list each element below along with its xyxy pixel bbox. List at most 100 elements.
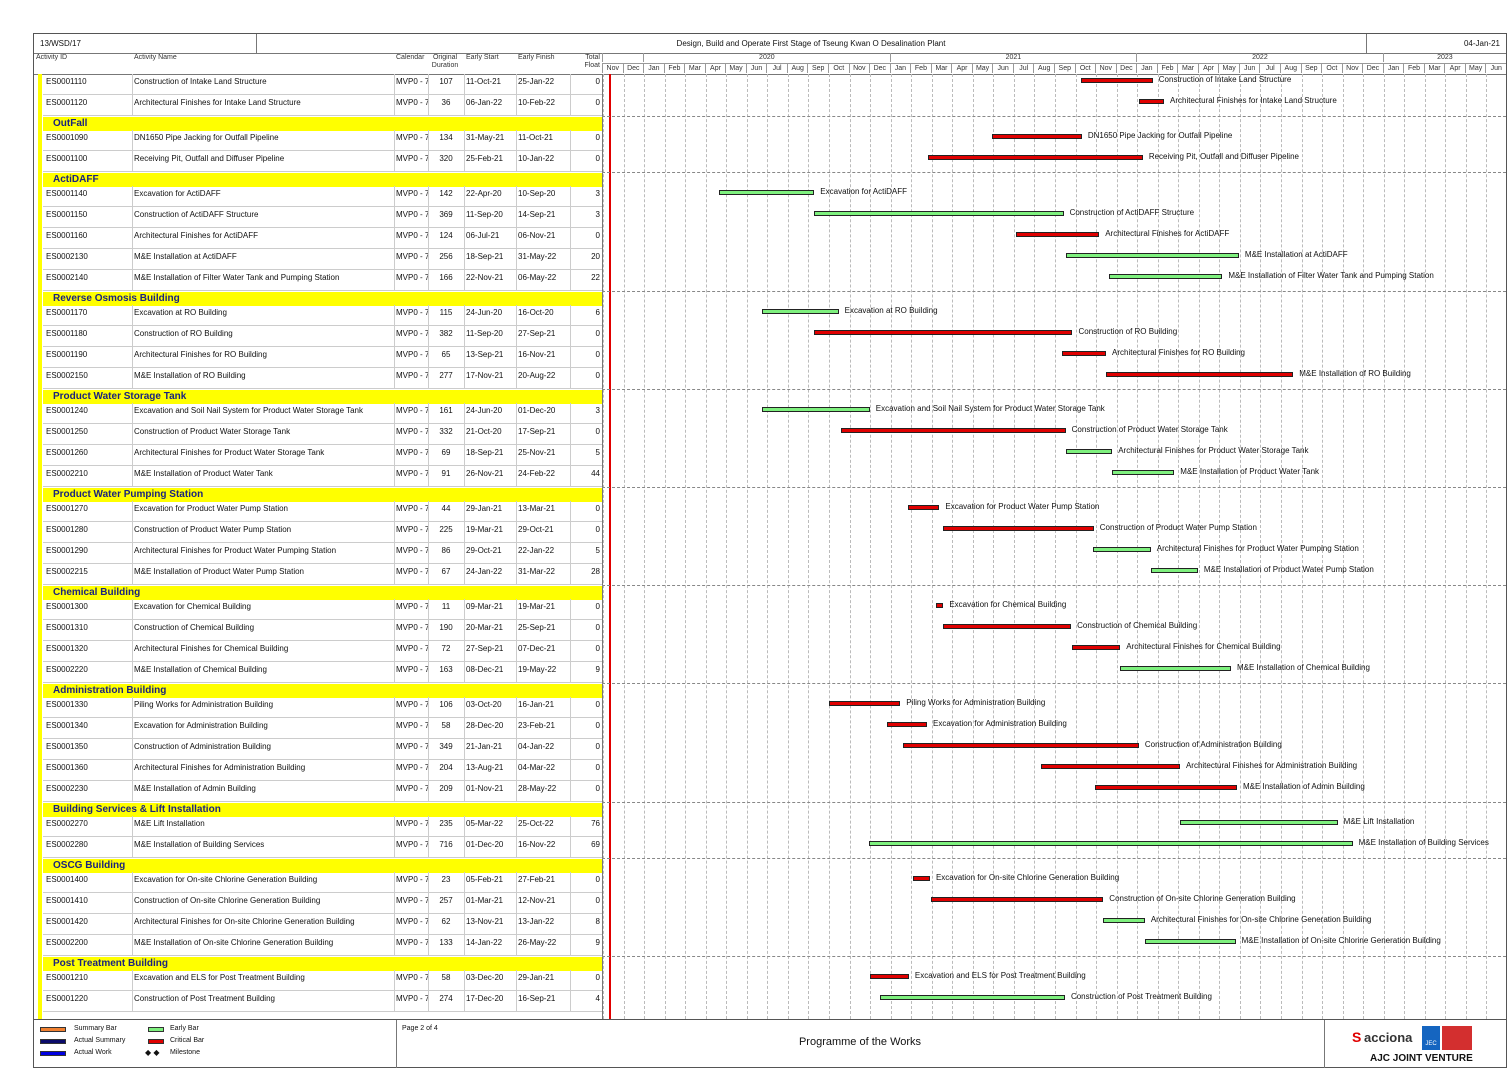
bar-label: Excavation at RO Building bbox=[844, 306, 938, 315]
cell-divider bbox=[132, 249, 133, 270]
critical-bar[interactable] bbox=[1062, 351, 1107, 356]
cell-divider bbox=[132, 543, 133, 564]
early-bar[interactable] bbox=[761, 309, 839, 314]
month-label: Oct bbox=[1074, 63, 1096, 73]
activity-finish: 04-Mar-22 bbox=[518, 763, 555, 772]
cell-divider bbox=[132, 641, 133, 662]
early-bar[interactable] bbox=[1093, 547, 1151, 552]
early-bar[interactable] bbox=[869, 841, 1353, 846]
critical-bar[interactable] bbox=[991, 134, 1082, 139]
cell-divider bbox=[516, 249, 517, 270]
activity-id: ES0001110 bbox=[46, 77, 87, 86]
cell-divider bbox=[132, 186, 133, 207]
cell-divider bbox=[132, 228, 133, 249]
cell-divider bbox=[570, 970, 571, 991]
critical-bar[interactable] bbox=[943, 624, 1072, 629]
cell-divider bbox=[570, 270, 571, 291]
cell-divider bbox=[464, 186, 465, 207]
row-separator bbox=[43, 269, 602, 270]
early-bar[interactable] bbox=[1179, 820, 1338, 825]
activity-name: M&E Installation of Filter Water Tank an… bbox=[134, 273, 340, 282]
critical-bar[interactable] bbox=[927, 155, 1143, 160]
row-separator bbox=[43, 780, 602, 781]
critical-bar[interactable] bbox=[841, 428, 1066, 433]
critical-bar[interactable] bbox=[1139, 99, 1164, 104]
row-separator bbox=[43, 563, 602, 564]
cell-divider bbox=[132, 935, 133, 956]
cell-divider bbox=[570, 403, 571, 424]
row-separator bbox=[43, 640, 602, 641]
month-label: Dec bbox=[622, 63, 644, 73]
month-gridline bbox=[685, 74, 687, 1019]
early-bar[interactable] bbox=[761, 407, 870, 412]
row-separator bbox=[43, 227, 602, 228]
critical-bar[interactable] bbox=[913, 876, 930, 881]
wbs-group-band: Administration Building bbox=[43, 684, 602, 698]
activity-name: Construction of Product Water Storage Ta… bbox=[134, 427, 291, 436]
cell-divider bbox=[132, 599, 133, 620]
activity-finish: 26-May-22 bbox=[518, 938, 557, 947]
bar-label: M&E Installation of Product Water Tank bbox=[1180, 467, 1320, 476]
early-bar[interactable] bbox=[1109, 274, 1223, 279]
critical-bar[interactable] bbox=[908, 505, 940, 510]
col-calendar: Calendar bbox=[396, 54, 425, 61]
bar-label: Excavation for Product Water Pump Statio… bbox=[945, 502, 1100, 511]
cell-divider bbox=[516, 228, 517, 249]
early-bar[interactable] bbox=[1144, 939, 1236, 944]
activity-float: 0 bbox=[595, 77, 600, 86]
bar-label: Construction of On-site Chlorine Generat… bbox=[1109, 894, 1296, 903]
critical-bar[interactable] bbox=[886, 722, 927, 727]
early-bar[interactable] bbox=[1065, 253, 1239, 258]
critical-bar[interactable] bbox=[1016, 232, 1100, 237]
activity-start: 13-Aug-21 bbox=[466, 763, 504, 772]
critical-bar[interactable] bbox=[870, 974, 909, 979]
month-label: Aug bbox=[1280, 63, 1301, 73]
critical-bar[interactable] bbox=[1041, 764, 1180, 769]
early-bar[interactable] bbox=[1112, 470, 1175, 475]
month-gridline bbox=[1363, 74, 1365, 1019]
critical-bar[interactable] bbox=[1095, 785, 1237, 790]
critical-bar[interactable] bbox=[930, 897, 1104, 902]
early-bar[interactable] bbox=[879, 995, 1065, 1000]
cell-divider bbox=[516, 347, 517, 368]
cell-divider bbox=[516, 501, 517, 522]
footer-title: Programme of the Works bbox=[798, 1036, 922, 1048]
cell-divider bbox=[516, 270, 517, 291]
early-bar[interactable] bbox=[814, 211, 1064, 216]
row-separator bbox=[43, 738, 602, 739]
activity-id: ES0001100 bbox=[46, 154, 88, 163]
cell-divider bbox=[428, 718, 429, 739]
activity-name: Architectural Finishes for Intake Land S… bbox=[134, 98, 301, 107]
wbs-group-band: Product Water Pumping Station bbox=[43, 488, 602, 502]
early-bar[interactable] bbox=[1065, 449, 1113, 454]
cell-divider bbox=[464, 326, 465, 347]
critical-bar[interactable] bbox=[1106, 372, 1294, 377]
activity-duration: 235 bbox=[439, 819, 453, 828]
critical-bar[interactable] bbox=[902, 743, 1139, 748]
early-bar[interactable] bbox=[719, 190, 815, 195]
activity-rows: ES0001110 Construction of Intake Land Str… bbox=[34, 74, 1506, 1019]
early-bar[interactable] bbox=[1103, 918, 1145, 923]
critical-bar[interactable] bbox=[942, 526, 1094, 531]
critical-bar[interactable] bbox=[936, 603, 944, 608]
activity-calendar: MVP0 - 7 bbox=[396, 784, 430, 793]
row-separator bbox=[43, 521, 602, 522]
wbs-group-band: Reverse Osmosis Building bbox=[43, 292, 602, 306]
critical-bar[interactable] bbox=[1071, 645, 1121, 650]
early-bar[interactable] bbox=[1120, 666, 1231, 671]
activity-calendar: MVP0 - 7 bbox=[396, 504, 430, 513]
row-separator bbox=[43, 584, 602, 585]
critical-bar[interactable] bbox=[829, 701, 901, 706]
critical-bar[interactable] bbox=[1081, 78, 1153, 83]
cell-divider bbox=[428, 837, 429, 858]
critical-bar[interactable] bbox=[814, 330, 1073, 335]
activity-name: DN1650 Pipe Jacking for Outfall Pipeline bbox=[134, 133, 279, 142]
early-bar[interactable] bbox=[1151, 568, 1198, 573]
activity-name: Piling Works for Administration Building bbox=[134, 700, 274, 709]
activity-float: 28 bbox=[591, 567, 600, 576]
month-gridline bbox=[1178, 74, 1180, 1019]
month-label: Dec bbox=[1362, 63, 1383, 73]
activity-float: 0 bbox=[595, 721, 600, 730]
group-divider bbox=[602, 802, 1506, 803]
group-divider bbox=[602, 487, 1506, 488]
